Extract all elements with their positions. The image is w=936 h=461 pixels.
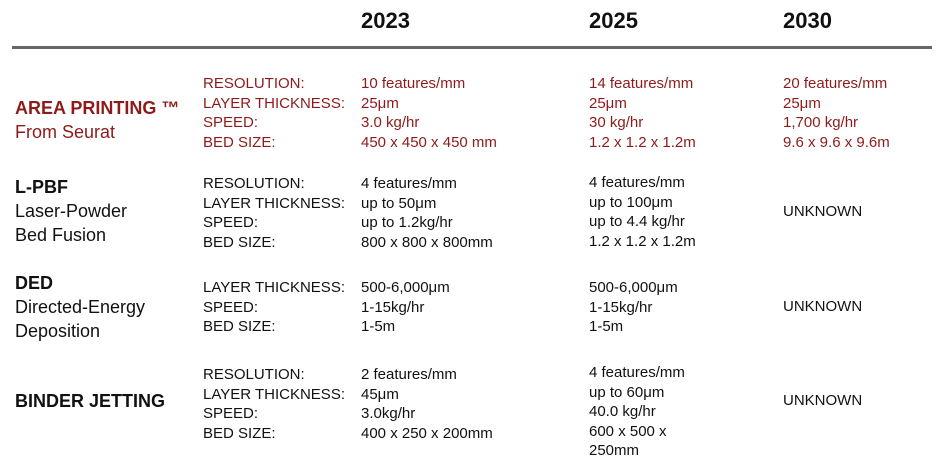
- specs-2025-binder-jetting: 4 features/mm up to 60μm 40.0 kg/hr 600 …: [589, 363, 685, 461]
- year-2030-header: 2030: [783, 8, 832, 33]
- spec-value: up to 50μm: [361, 194, 437, 212]
- spec-value: up to 1.2kg/hr: [361, 214, 453, 231]
- spec-label: SPEED:: [203, 298, 259, 316]
- spec-value: 9.6 x 9.6 x 9.6m: [783, 133, 890, 151]
- spec-value: 1-5m: [589, 318, 624, 335]
- tech-ded: DED Directed-Energy Deposition: [15, 271, 145, 343]
- year-2025-header: 2025: [589, 8, 638, 33]
- spec-labels-binder-jetting: RESOLUTION: LAYER THICKNESS: SPEED: BED …: [203, 365, 345, 443]
- spec-value: 600 x 500 x: [589, 422, 667, 440]
- spec-value: 1.2 x 1.2 x 1.2m: [589, 232, 696, 250]
- spec-label: BED SIZE:: [203, 233, 276, 251]
- spec-label: BED SIZE:: [203, 318, 276, 335]
- spec-value: 1-5m: [361, 318, 396, 335]
- spec-value: 25μm: [361, 94, 399, 112]
- spec-value: up to 100μm: [589, 193, 673, 211]
- spec-label: RESOLUTION:: [203, 175, 305, 192]
- spec-label: SPEED:: [203, 405, 259, 422]
- tech-subtitle: Laser-Powder: [15, 201, 128, 221]
- specs-2025-area-printing: 14 features/mm 25μm 30 kg/hr 1.2 x 1.2 x…: [589, 74, 696, 152]
- spec-value: 2 features/mm: [361, 366, 457, 383]
- tech-area-printing: AREA PRINTING ™ From Seurat: [15, 96, 179, 144]
- spec-value: 250mm: [589, 442, 640, 459]
- spec-value: 1.2 x 1.2 x 1.2m: [589, 133, 696, 151]
- spec-label: RESOLUTION:: [203, 75, 305, 92]
- tech-name: BINDER JETTING: [15, 391, 166, 411]
- spec-label: BED SIZE:: [203, 133, 276, 151]
- specs-2030-binder-jetting-unknown: UNKNOWN: [783, 392, 863, 409]
- spec-labels-l-pbf: RESOLUTION: LAYER THICKNESS: SPEED: BED …: [203, 174, 345, 252]
- spec-value: 450 x 450 x 450 mm: [361, 133, 497, 151]
- spec-value: 25μm: [783, 94, 821, 112]
- spec-label: LAYER THICKNESS:: [203, 194, 345, 212]
- spec-value: 1-15kg/hr: [589, 298, 653, 316]
- spec-value: 3.0kg/hr: [361, 405, 416, 422]
- specs-2023-binder-jetting: 2 features/mm 45μm 3.0kg/hr 400 x 250 x …: [361, 365, 493, 443]
- specs-2023-ded: 500-6,000μm 1-15kg/hr 1-5m: [361, 278, 450, 337]
- spec-label: LAYER THICKNESS:: [203, 385, 345, 403]
- tech-subtitle: From Seurat: [15, 122, 116, 142]
- spec-value: 45μm: [361, 385, 399, 403]
- spec-label: SPEED:: [203, 214, 259, 231]
- spec-value: 500-6,000μm: [589, 279, 678, 296]
- spec-value: 20 features/mm: [783, 75, 888, 92]
- spec-value: 40.0 kg/hr: [589, 403, 656, 420]
- spec-value: 25μm: [589, 94, 627, 112]
- spec-label: LAYER THICKNESS:: [203, 94, 345, 112]
- spec-value: 3.0 kg/hr: [361, 114, 420, 131]
- specs-2030-l-pbf-unknown: UNKNOWN: [783, 203, 863, 220]
- tech-subtitle: Bed Fusion: [15, 225, 107, 245]
- tech-binder-jetting: BINDER JETTING: [15, 389, 165, 413]
- spec-value: 800 x 800 x 800mm: [361, 233, 493, 251]
- specs-2025-ded: 500-6,000μm 1-15kg/hr 1-5m: [589, 278, 678, 337]
- tech-subtitle: Directed-Energy: [15, 297, 146, 317]
- spec-value: 1,700 kg/hr: [783, 114, 859, 131]
- year-2023-header: 2023: [361, 8, 410, 33]
- spec-labels-ded: LAYER THICKNESS: SPEED: BED SIZE:: [203, 278, 345, 337]
- header-divider: [12, 46, 932, 49]
- spec-value: up to 4.4 kg/hr: [589, 213, 685, 230]
- spec-value: 4 features/mm: [589, 364, 685, 381]
- spec-value: 400 x 250 x 200mm: [361, 424, 493, 442]
- spec-value: 30 kg/hr: [589, 114, 644, 131]
- spec-label: RESOLUTION:: [203, 366, 305, 383]
- spec-label: LAYER THICKNESS:: [203, 279, 345, 296]
- spec-label: BED SIZE:: [203, 424, 276, 442]
- tech-name: AREA PRINTING ™: [15, 98, 180, 118]
- specs-2023-area-printing: 10 features/mm 25μm 3.0 kg/hr 450 x 450 …: [361, 74, 497, 152]
- tech-subtitle: Deposition: [15, 321, 101, 341]
- spec-value: 4 features/mm: [589, 174, 685, 191]
- spec-value: 500-6,000μm: [361, 279, 450, 296]
- spec-value: 10 features/mm: [361, 75, 466, 92]
- specs-2025-l-pbf: 4 features/mm up to 100μm up to 4.4 kg/h…: [589, 173, 696, 251]
- spec-value: 1-15kg/hr: [361, 298, 425, 316]
- spec-label: SPEED:: [203, 114, 259, 131]
- tech-name: L-PBF: [15, 177, 68, 197]
- spec-value: 4 features/mm: [361, 175, 457, 192]
- specs-2030-area-printing: 20 features/mm 25μm 1,700 kg/hr 9.6 x 9.…: [783, 74, 890, 152]
- spec-labels-area-printing: RESOLUTION: LAYER THICKNESS: SPEED: BED …: [203, 74, 345, 152]
- spec-value: up to 60μm: [589, 383, 665, 401]
- specs-2023-l-pbf: 4 features/mm up to 50μm up to 1.2kg/hr …: [361, 174, 493, 252]
- tech-l-pbf: L-PBF Laser-Powder Bed Fusion: [15, 175, 127, 247]
- tech-name: DED: [15, 273, 54, 293]
- spec-value: 14 features/mm: [589, 75, 694, 92]
- specs-2030-ded-unknown: UNKNOWN: [783, 298, 863, 315]
